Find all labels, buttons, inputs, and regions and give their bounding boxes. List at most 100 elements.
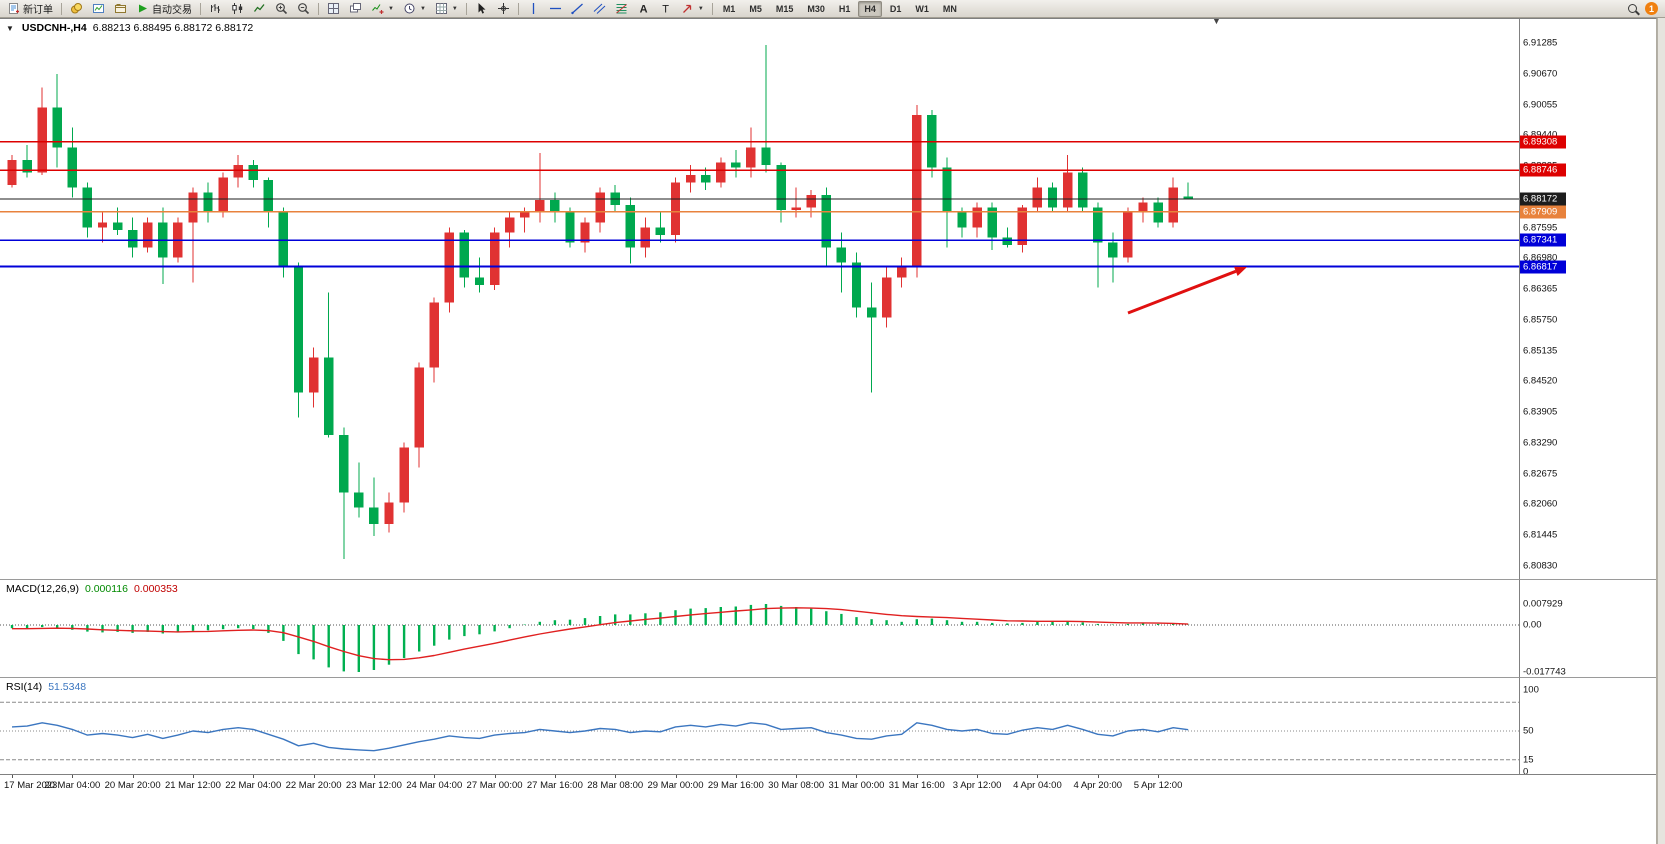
bar-chart-mode-button[interactable]	[205, 1, 226, 17]
search-icon[interactable]	[1628, 4, 1637, 13]
chevron-down-icon: ▼	[419, 5, 426, 12]
timeframe-D1[interactable]: D1	[889, 3, 902, 14]
arrows-tool-button[interactable]: ▼	[677, 1, 708, 17]
macd-axis-label: -0.017743	[1523, 666, 1566, 678]
cursor-icon	[478, 3, 486, 14]
rsi-panel[interactable]: RSI(14) 51.5348	[0, 677, 1519, 774]
profiles-button[interactable]	[110, 1, 131, 17]
tile-windows-button[interactable]	[323, 1, 344, 17]
cursor-tool-button[interactable]	[471, 1, 492, 17]
rsi-chart[interactable]	[0, 678, 1519, 774]
vertical-line-tool-button[interactable]	[523, 1, 544, 17]
candles	[7, 44, 1193, 559]
tile-windows-icon	[328, 3, 339, 14]
clock-icon	[404, 3, 415, 14]
chart-shift-marker[interactable]: ▼	[1212, 19, 1221, 26]
svg-text:T: T	[662, 4, 669, 16]
cascade-windows-button[interactable]	[345, 1, 366, 17]
line-chart-icon	[253, 4, 265, 12]
timeframe-MN[interactable]: MN	[942, 3, 957, 14]
symbol-timeframe-label: USDCNH-,H4	[21, 22, 87, 34]
timeframe-H4[interactable]: H4	[858, 0, 882, 17]
time-axis[interactable]: 17 Mar 2023 20 Mar 04:00 20 Mar 20:00 21 Ma…	[0, 774, 1656, 794]
one-click-trading-toggle[interactable]: ▼	[6, 23, 14, 33]
line-chart-mode-button[interactable]	[249, 1, 270, 17]
candle-chart-mode-button[interactable]	[227, 1, 248, 17]
rsi-axis-label: 15	[1523, 754, 1534, 766]
price-axis-label: 6.84520	[1523, 375, 1558, 387]
vertical-scrollbar[interactable]	[1657, 18, 1665, 844]
price-axis-label: 6.85750	[1523, 314, 1558, 326]
main-chart-plot[interactable]: ▼ USDCNH-,H4 6.88213 6.88495 6.88172 6.8…	[0, 19, 1519, 579]
arrow-annotation[interactable]	[1127, 266, 1247, 315]
time-tick	[494, 775, 496, 778]
time-axis-label: 4 Apr 04:00	[1013, 780, 1062, 791]
arrow-shape-icon	[682, 4, 692, 13]
candlestick-chart[interactable]	[0, 19, 1519, 579]
zoom-out-button[interactable]	[293, 1, 314, 17]
time-tick	[313, 775, 315, 778]
time-axis-label: 21 Mar 12:00	[164, 780, 221, 791]
time-axis-label: 5 Apr 12:00	[1133, 780, 1183, 791]
bar-chart-icon	[211, 4, 220, 13]
macd-main-value: 0.000116	[84, 583, 128, 595]
label-tool-button[interactable]: T	[655, 1, 676, 17]
chart-window-icon	[93, 4, 104, 13]
time-axis-label: 29 Mar 16:00	[707, 780, 764, 791]
templates-button[interactable]: ▼	[431, 1, 462, 17]
chevron-down-icon: ▼	[388, 5, 394, 12]
time-tick	[675, 775, 677, 778]
time-tick	[192, 775, 194, 778]
macd-axis-label: 0.00	[1523, 619, 1542, 631]
periods-button[interactable]: ▼	[399, 1, 430, 17]
new-order-button[interactable]: 新订单	[3, 1, 57, 17]
time-axis-label: 20 Mar 04:00	[44, 780, 101, 791]
price-axis-label: 6.83290	[1523, 437, 1558, 449]
timeframe-H1[interactable]: H1	[838, 3, 851, 14]
autotrade-button[interactable]: 自动交易	[132, 1, 196, 17]
cascade-windows-icon	[350, 3, 361, 13]
time-tick	[796, 775, 798, 778]
channel-tool-button[interactable]	[589, 1, 610, 17]
text-t-icon: T	[662, 4, 669, 16]
rsi-axis: 100 50 15 0	[1519, 677, 1656, 778]
fibonacci-tool-button[interactable]	[611, 1, 632, 17]
candlestick-icon	[232, 3, 243, 14]
macd-chart[interactable]	[0, 580, 1519, 677]
macd-panel[interactable]: MACD(12,26,9) 0.000116 0.000353	[0, 579, 1519, 677]
timeframe-M1[interactable]: M1	[722, 3, 736, 14]
new-chart-button[interactable]	[88, 1, 109, 17]
macd-signal-value: 0.000353	[133, 583, 178, 595]
timeframe-M30[interactable]: M30	[807, 3, 825, 14]
horizontal-level-lines[interactable]	[0, 141, 1519, 268]
timeframe-W1[interactable]: W1	[915, 3, 929, 14]
toolbar-separator	[465, 2, 467, 15]
price-axis-label: 6.90670	[1523, 68, 1558, 80]
macd-label: MACD(12,26,9)	[6, 583, 79, 595]
price-axis-label: 6.86980	[1523, 252, 1558, 264]
fibonacci-icon	[616, 4, 627, 14]
rsi-title: RSI(14) 51.5348	[6, 681, 86, 693]
chart-title: ▼ USDCNH-,H4 6.88213 6.88495 6.88172 6.8…	[6, 22, 253, 34]
toolbar-separator	[61, 2, 62, 15]
zoom-out-icon	[298, 3, 310, 15]
coins-icon	[71, 3, 82, 14]
crosshair-tool-button[interactable]	[493, 1, 514, 17]
time-tick	[856, 775, 858, 778]
zoom-in-button[interactable]	[271, 1, 292, 17]
timeframe-M15[interactable]: M15	[775, 3, 794, 14]
toolbar-separator	[200, 2, 201, 15]
price-tag-6.87909: 6.87909	[1520, 205, 1566, 219]
template-grid-icon	[435, 3, 447, 14]
timeframe-M5[interactable]: M5	[749, 3, 762, 14]
price-tag-6.89308: 6.89308	[1520, 135, 1566, 149]
toolbar-separator	[318, 2, 319, 15]
notification-badge[interactable]: 1	[1645, 2, 1658, 15]
time-tick	[12, 775, 13, 778]
trendline-tool-button[interactable]	[567, 1, 588, 17]
market-watch-button[interactable]	[66, 1, 87, 17]
ohlc-values: 6.88213 6.88495 6.88172 6.88172	[92, 22, 254, 34]
text-tool-button[interactable]: A	[633, 1, 654, 17]
indicators-button[interactable]: ▼	[367, 1, 398, 17]
horizontal-line-tool-button[interactable]	[545, 1, 566, 17]
